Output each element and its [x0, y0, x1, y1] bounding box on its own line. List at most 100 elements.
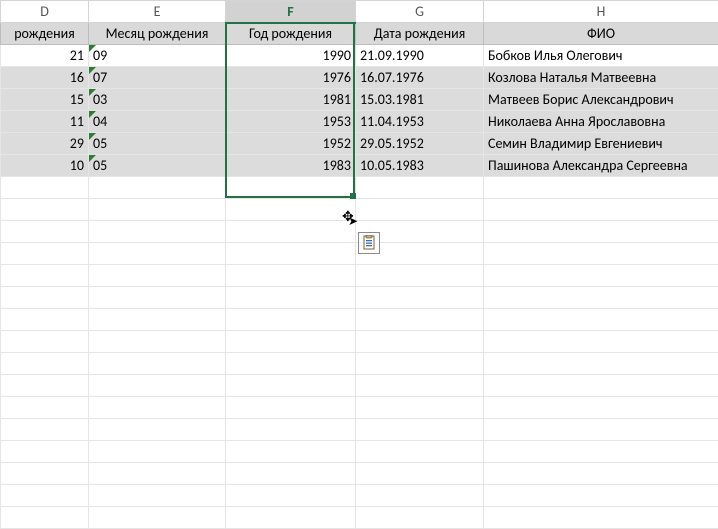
cell[interactable]: 16.07.1976 — [356, 67, 484, 89]
cell[interactable] — [89, 287, 226, 309]
cell[interactable] — [484, 397, 718, 419]
cell[interactable] — [356, 463, 484, 485]
cell[interactable]: 21 — [1, 45, 89, 67]
cell[interactable] — [1, 309, 89, 331]
cell[interactable] — [1, 221, 89, 243]
paste-options-button[interactable] — [358, 232, 380, 254]
cell[interactable]: 05 — [89, 133, 226, 155]
cell[interactable] — [484, 221, 718, 243]
cell[interactable] — [226, 419, 356, 441]
cell[interactable] — [356, 441, 484, 463]
cell[interactable]: 1981 — [226, 89, 356, 111]
cell[interactable]: 1990 — [226, 45, 356, 67]
cell[interactable] — [89, 375, 226, 397]
cell[interactable] — [356, 485, 484, 507]
cell[interactable]: 15 — [1, 89, 89, 111]
field-header[interactable]: ФИО — [484, 23, 718, 45]
field-header[interactable]: Месяц рождения — [89, 23, 226, 45]
cell[interactable] — [89, 265, 226, 287]
cell[interactable] — [89, 221, 226, 243]
cell[interactable] — [1, 243, 89, 265]
cell[interactable] — [356, 309, 484, 331]
cell[interactable] — [1, 397, 89, 419]
column-header-D[interactable]: D — [1, 1, 89, 23]
cell[interactable] — [484, 419, 718, 441]
cell[interactable] — [1, 419, 89, 441]
field-header[interactable]: рождения — [1, 23, 89, 45]
cell[interactable]: 21.09.1990 — [356, 45, 484, 67]
cell[interactable] — [89, 441, 226, 463]
cell[interactable]: 11 — [1, 111, 89, 133]
cell[interactable] — [356, 375, 484, 397]
cell[interactable] — [356, 265, 484, 287]
cell[interactable] — [89, 397, 226, 419]
cell[interactable] — [356, 419, 484, 441]
cell[interactable] — [484, 375, 718, 397]
cell[interactable] — [356, 397, 484, 419]
column-header-H[interactable]: H — [484, 1, 718, 23]
cell[interactable] — [484, 177, 718, 199]
cell[interactable]: 04 — [89, 111, 226, 133]
cell[interactable]: 05 — [89, 155, 226, 177]
cell[interactable] — [484, 353, 718, 375]
cell[interactable] — [89, 507, 226, 529]
column-header-E[interactable]: E — [89, 1, 226, 23]
cell[interactable] — [226, 331, 356, 353]
cell[interactable] — [356, 177, 484, 199]
column-header-G[interactable]: G — [356, 1, 484, 23]
cell[interactable] — [226, 463, 356, 485]
cell[interactable]: 29.05.1952 — [356, 133, 484, 155]
cell[interactable]: Пашинова Александра Сергеевна — [484, 155, 718, 177]
cell[interactable] — [1, 331, 89, 353]
cell[interactable]: 03 — [89, 89, 226, 111]
field-header[interactable]: Год рождения — [226, 23, 356, 45]
cell[interactable] — [484, 199, 718, 221]
cell[interactable] — [1, 353, 89, 375]
cell[interactable] — [484, 331, 718, 353]
cell[interactable] — [89, 353, 226, 375]
cell[interactable] — [226, 199, 356, 221]
cell[interactable]: 10 — [1, 155, 89, 177]
cell[interactable] — [226, 177, 356, 199]
cell[interactable] — [226, 397, 356, 419]
cell[interactable] — [89, 463, 226, 485]
cell[interactable]: 1976 — [226, 67, 356, 89]
cell[interactable]: 29 — [1, 133, 89, 155]
cell[interactable] — [1, 463, 89, 485]
column-header-F[interactable]: F — [226, 1, 356, 23]
cell[interactable] — [484, 441, 718, 463]
cell[interactable] — [484, 507, 718, 529]
cell[interactable] — [484, 265, 718, 287]
cell[interactable]: Николаева Анна Ярославовна — [484, 111, 718, 133]
cell[interactable] — [226, 243, 356, 265]
cell[interactable] — [1, 507, 89, 529]
cell[interactable] — [1, 177, 89, 199]
cell[interactable] — [1, 287, 89, 309]
cell[interactable] — [356, 353, 484, 375]
cell[interactable] — [356, 287, 484, 309]
field-header[interactable]: Дата рождения — [356, 23, 484, 45]
cell[interactable]: 09 — [89, 45, 226, 67]
cell[interactable] — [356, 331, 484, 353]
cell[interactable]: 1983 — [226, 155, 356, 177]
cell[interactable]: 15.03.1981 — [356, 89, 484, 111]
cell[interactable] — [89, 309, 226, 331]
cell[interactable] — [89, 331, 226, 353]
cell[interactable]: Матвеев Борис Александрович — [484, 89, 718, 111]
cell[interactable] — [484, 243, 718, 265]
cell[interactable] — [1, 441, 89, 463]
cell[interactable] — [89, 199, 226, 221]
cell[interactable] — [226, 375, 356, 397]
cell[interactable] — [89, 243, 226, 265]
cell[interactable] — [1, 265, 89, 287]
cell[interactable]: 11.04.1953 — [356, 111, 484, 133]
spreadsheet-grid[interactable]: DEFGHрожденияМесяц рожденияГод рожденияД… — [0, 0, 718, 529]
cell[interactable] — [89, 485, 226, 507]
cell[interactable] — [89, 419, 226, 441]
cell[interactable] — [1, 375, 89, 397]
cell[interactable] — [484, 485, 718, 507]
cell[interactable]: 1952 — [226, 133, 356, 155]
cell[interactable] — [226, 221, 356, 243]
cell[interactable] — [484, 463, 718, 485]
cell[interactable] — [484, 287, 718, 309]
